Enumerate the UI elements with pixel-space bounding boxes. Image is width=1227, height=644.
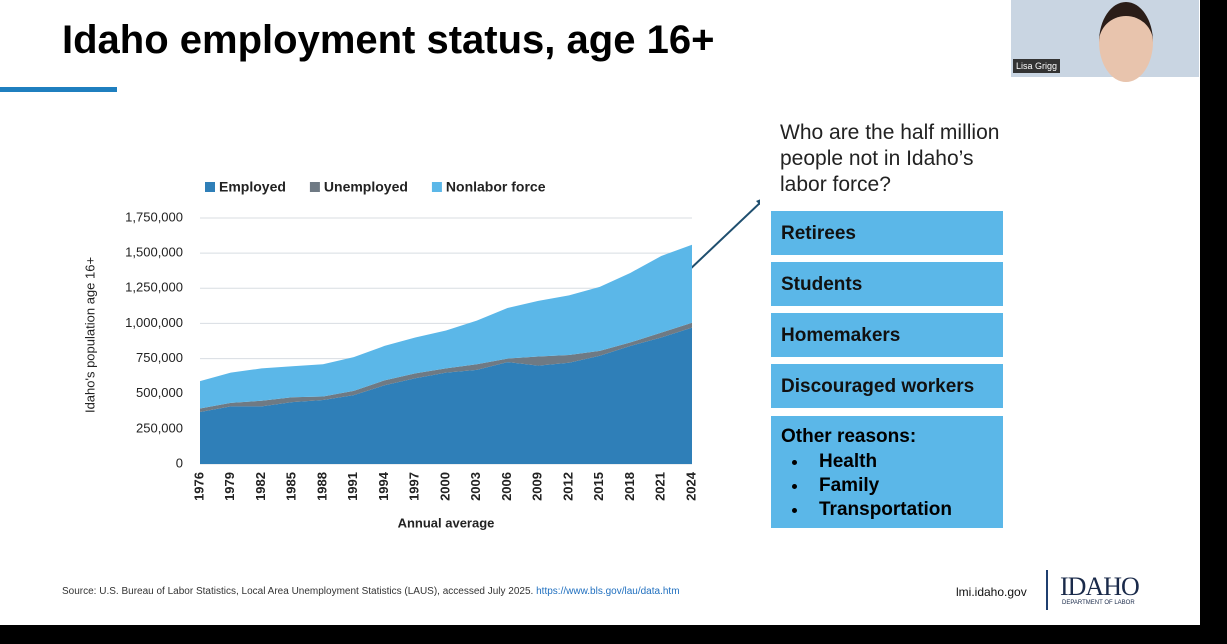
- other-list: Health Family Transportation: [781, 450, 993, 522]
- y-axis-title: Idaho's population age 16+: [82, 257, 97, 413]
- person: [1099, 2, 1153, 82]
- legend-label: Unemployed: [324, 179, 408, 195]
- x-tick-label: 2021: [653, 472, 668, 501]
- other-item: Transportation: [809, 498, 993, 522]
- other-title: Other reasons:: [781, 426, 917, 447]
- question: Who are the half million people not in I…: [780, 121, 1000, 196]
- source: Source: U.S. Bureau of Labor Statistics,…: [62, 586, 680, 597]
- title-rule: [0, 87, 117, 92]
- x-tick-label: 1985: [284, 472, 299, 501]
- source-link[interactable]: https://www.bls.gov/lau/data.htm: [536, 586, 680, 597]
- x-tick-label: 1997: [407, 472, 422, 501]
- y-tick-label: 1,500,000: [125, 245, 183, 260]
- slide: Idaho employment status, age 16+ Lisa Gr…: [0, 0, 1200, 625]
- other-item: Health: [809, 450, 993, 474]
- source-text: Source: U.S. Bureau of Labor Statistics,…: [62, 586, 534, 597]
- legend-swatch: [431, 182, 442, 192]
- y-tick-label: 1,250,000: [125, 280, 183, 295]
- x-tick-label: 2012: [560, 472, 575, 501]
- x-tick-label: 1979: [222, 472, 237, 501]
- legend-swatch: [205, 182, 215, 192]
- y-tick-label: 0: [176, 455, 183, 470]
- x-tick-label: 1991: [345, 472, 360, 501]
- logo: IDAHO: [1060, 572, 1140, 601]
- logo-sub: DEPARTMENT OF LABOR: [1062, 600, 1135, 606]
- chart: Idaho's population age 16+ Annual averag…: [82, 179, 760, 530]
- arrow-head: [756, 199, 760, 205]
- participant-name: Lisa Grigg: [1013, 59, 1061, 73]
- x-tick-label: 1976: [191, 472, 206, 501]
- x-tick-label: 2006: [499, 472, 514, 501]
- x-tick-label: 2015: [591, 472, 606, 501]
- area: [200, 327, 692, 464]
- legend-swatch: [309, 182, 320, 192]
- reason-box: Students: [771, 262, 1003, 306]
- x-tick-label: 2024: [683, 471, 698, 501]
- y-tick-label: 500,000: [136, 385, 183, 400]
- video-thumbnail[interactable]: Lisa Grigg: [1011, 0, 1199, 82]
- area: [200, 322, 692, 412]
- x-tick-label: 2009: [530, 472, 545, 501]
- separator: [1046, 570, 1048, 610]
- area: [200, 244, 692, 409]
- reason-box: Homemakers: [771, 313, 1003, 357]
- slide-title: Idaho employment status, age 16+: [62, 18, 715, 62]
- legend-label: Nonlabor force: [446, 179, 546, 195]
- x-tick-label: 1982: [253, 472, 268, 501]
- y-tick-label: 250,000: [136, 420, 183, 435]
- reason-box: Discouraged workers: [771, 364, 1003, 408]
- y-tick-label: 1,000,000: [125, 315, 183, 330]
- x-axis-title: Annual average: [398, 515, 495, 530]
- x-tick-label: 1994: [376, 471, 391, 501]
- y-tick-label: 1,750,000: [125, 209, 183, 224]
- y-tick-label: 750,000: [136, 350, 183, 365]
- reason-box: Retirees: [771, 211, 1003, 255]
- x-tick-label: 2003: [468, 472, 483, 501]
- x-tick-label: 2000: [437, 472, 452, 501]
- other-reasons: Other reasons: Health Family Transportat…: [771, 416, 1003, 528]
- other-item: Family: [809, 474, 993, 498]
- x-tick-label: 1988: [314, 472, 329, 501]
- x-tick-label: 2018: [622, 472, 637, 501]
- legend-label: Employed: [219, 179, 286, 195]
- site: lmi.idaho.gov: [956, 585, 1027, 599]
